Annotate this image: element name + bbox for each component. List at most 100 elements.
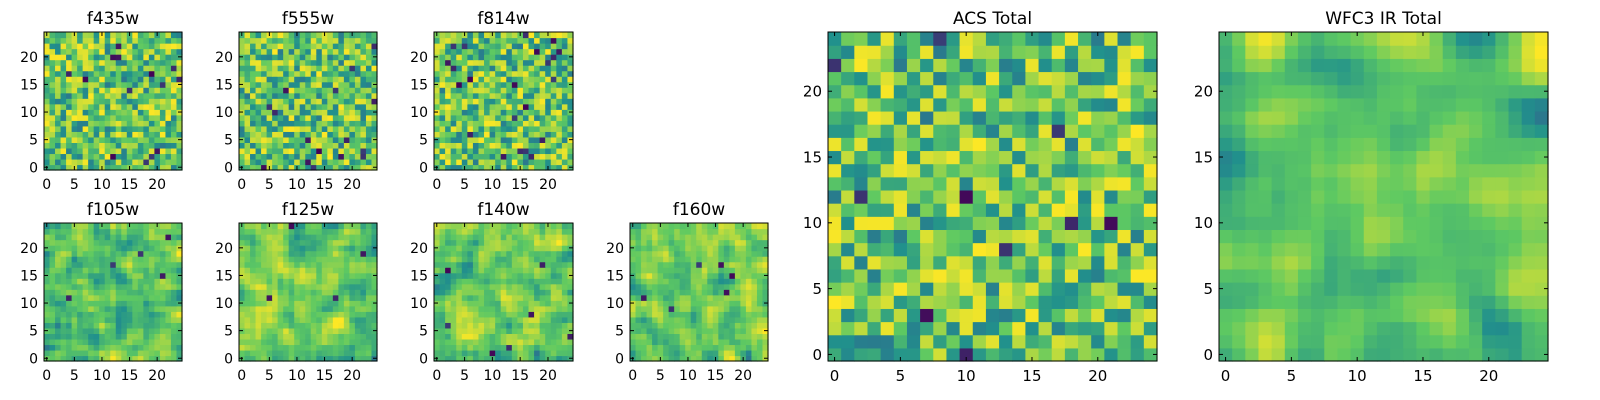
heatmap-cell — [450, 87, 457, 94]
heatmap-cell — [841, 334, 855, 349]
heatmap-cell — [484, 103, 491, 110]
heatmap-cell — [1091, 203, 1105, 217]
heatmap-cell — [165, 48, 172, 55]
heatmap-cell — [93, 109, 100, 116]
heatmap-cell — [88, 327, 95, 334]
heatmap-cell — [115, 70, 122, 77]
heatmap-cell — [756, 256, 764, 263]
heatmap-cell — [272, 98, 279, 105]
heatmap-cell — [126, 158, 133, 166]
heatmap-cell — [77, 114, 84, 121]
heatmap-cell — [467, 43, 474, 50]
heatmap-cell — [439, 267, 446, 274]
heatmap-cell — [82, 103, 89, 110]
heatmap-cell — [77, 355, 84, 362]
heatmap-cell — [959, 334, 974, 349]
heatmap-cell — [299, 322, 306, 329]
heatmap-cell — [261, 43, 268, 50]
heatmap-cell — [528, 125, 535, 132]
heatmap-cell — [104, 256, 111, 263]
heatmap-cell — [137, 355, 144, 362]
heatmap-cell — [82, 153, 89, 160]
heatmap-cell — [77, 322, 84, 329]
heatmap-cell — [528, 98, 535, 105]
heatmap-cell — [154, 136, 161, 143]
heatmap-cell — [305, 70, 312, 77]
heatmap-cell — [528, 54, 535, 61]
heatmap-cell — [310, 245, 317, 252]
heatmap-cell — [1038, 176, 1053, 191]
heatmap-cell — [652, 239, 659, 246]
heatmap-cell — [718, 250, 725, 257]
heatmap-cell — [277, 65, 284, 72]
heatmap-cell — [439, 283, 446, 290]
heatmap-cell — [60, 136, 67, 143]
heatmap-cell — [137, 158, 144, 166]
heatmap-cell — [867, 203, 882, 217]
heatmap-cell — [450, 294, 457, 301]
heatmap-cell — [472, 109, 480, 116]
heatmap-cell — [506, 48, 513, 55]
heatmap-cell — [450, 158, 457, 166]
heatmap-cell — [310, 289, 317, 296]
heatmap-cell — [472, 322, 480, 329]
heatmap-cell — [110, 333, 117, 340]
heatmap-cell — [467, 300, 474, 307]
heatmap-cell — [630, 278, 637, 285]
heatmap-cell — [115, 256, 122, 263]
heatmap-cell — [450, 164, 457, 171]
heatmap-cell — [294, 294, 301, 301]
heatmap-cell — [327, 327, 334, 334]
heatmap-cell — [354, 65, 362, 72]
heatmap-cell — [360, 109, 367, 116]
heatmap-cell — [360, 278, 367, 285]
heatmap-cell — [495, 48, 502, 55]
heatmap-cell — [143, 267, 150, 274]
heatmap-cell — [99, 59, 106, 66]
heatmap-cell — [1025, 334, 1040, 349]
heatmap-cell — [495, 289, 502, 296]
heatmap-cell — [534, 311, 541, 318]
heatmap-cell — [723, 322, 730, 329]
heatmap-cell — [143, 250, 150, 257]
heatmap-cell — [266, 65, 273, 72]
heatmap-cell — [880, 150, 895, 165]
heatmap-cell — [132, 250, 139, 257]
heatmap-cell — [1012, 189, 1026, 204]
heatmap-cell — [511, 305, 518, 312]
heatmap-cell — [77, 120, 84, 127]
heatmap-cell — [450, 114, 457, 121]
heatmap-cell — [121, 338, 128, 346]
heatmap-cell — [360, 234, 367, 241]
heatmap-cell — [88, 245, 95, 252]
heatmap-cell — [299, 125, 306, 132]
heatmap-cell — [104, 327, 111, 334]
heatmap-cell — [244, 239, 251, 246]
heatmap-cell — [472, 316, 480, 323]
heatmap-cell — [880, 334, 895, 349]
heatmap-cell — [445, 48, 452, 55]
heatmap-cell — [126, 228, 133, 235]
heatmap-cell — [332, 338, 339, 346]
heatmap-cell — [657, 239, 664, 246]
heatmap-cell — [159, 136, 167, 143]
heatmap-cell — [354, 305, 362, 312]
heatmap-cell — [478, 223, 485, 230]
heatmap-cell — [93, 223, 100, 230]
heatmap-cell — [556, 103, 563, 110]
heatmap-cell — [756, 278, 764, 285]
heatmap-cell — [82, 158, 89, 166]
heatmap-cell — [434, 142, 441, 149]
heatmap-cell — [110, 344, 117, 351]
heatmap-cell — [472, 300, 480, 307]
heatmap-cell — [545, 131, 552, 138]
heatmap-cell — [170, 289, 178, 296]
heatmap-cell — [316, 65, 323, 72]
heatmap-cell — [652, 338, 659, 346]
heatmap-cell — [550, 114, 557, 121]
heatmap-cell — [478, 65, 485, 72]
heatmap-cell — [165, 65, 172, 72]
heatmap-cell — [751, 272, 758, 279]
heatmap-cell — [121, 289, 128, 296]
heatmap-cell — [360, 131, 367, 138]
